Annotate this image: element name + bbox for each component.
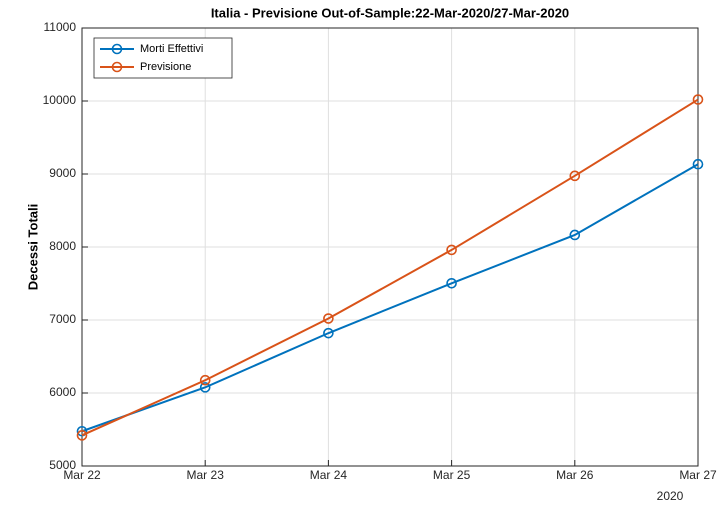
y-tick-label: 6000 (49, 385, 76, 399)
marker (199, 374, 211, 386)
series-line (81, 163, 699, 433)
marker (199, 382, 211, 393)
legend-label: Morti Effettivi (140, 43, 203, 55)
marker (692, 158, 704, 170)
axes-box (81, 27, 699, 467)
x-tick-label: Mar 25 (433, 468, 471, 482)
marker (323, 327, 334, 339)
y-tick-label: 7000 (49, 312, 76, 326)
marker (569, 229, 581, 241)
legend-marker (111, 61, 123, 73)
y-axis-label: Decessi Totali (25, 204, 40, 290)
marker (446, 244, 457, 256)
marker (76, 430, 88, 441)
x-tick-label: Mar 24 (310, 468, 348, 482)
x-tick-label: Mar 22 (63, 468, 101, 482)
legend-marker (111, 43, 123, 55)
marker (76, 425, 88, 437)
x-tick-label: Mar 23 (187, 468, 225, 482)
legend-label: Previsione (140, 61, 191, 73)
x-tick-label: Mar 27 (679, 468, 717, 482)
x-year-label: 2020 (657, 489, 684, 503)
y-tick-label: 5000 (49, 458, 76, 472)
y-tick-label: 8000 (49, 239, 76, 253)
chart-title: Italia - Previsione Out-of-Sample:22-Mar… (211, 5, 569, 20)
marker (692, 94, 704, 105)
series-line (81, 98, 699, 437)
y-tick-label: 11000 (44, 20, 77, 34)
y-tick-label: 9000 (49, 166, 76, 180)
marker (569, 170, 581, 182)
y-tick-label: 10000 (43, 93, 77, 107)
marker (323, 313, 334, 324)
marker (446, 277, 457, 289)
x-tick-label: Mar 26 (556, 468, 594, 482)
